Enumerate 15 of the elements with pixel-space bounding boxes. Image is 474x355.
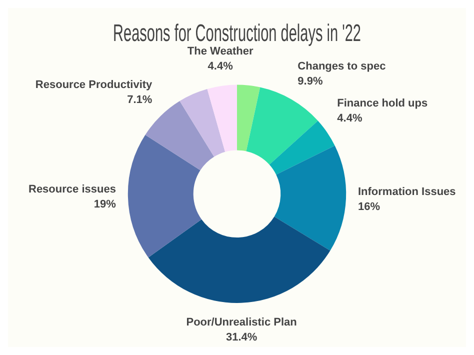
slice-label: Finance hold ups [337, 97, 428, 110]
data-label: 9.9% [298, 76, 323, 88]
slice-label: Information Issues [358, 186, 456, 198]
data-label: 16% [358, 200, 380, 213]
data-label: 19% [94, 198, 116, 210]
data-label: 4.4% [337, 112, 362, 124]
slice-label: Resource Productivity [35, 78, 154, 91]
slice-label: The Weather [187, 45, 254, 58]
data-label: 31.4% [226, 331, 258, 344]
data-label: 4.4% [208, 60, 234, 72]
slice-label: Poor/Unrealistic Plan [186, 316, 298, 328]
slice-label: Resource issues [28, 183, 116, 196]
chart-title: Reasons for Construction delays in '22 [113, 20, 361, 48]
slice-label: Changes to spec [298, 60, 386, 73]
data-label: 7.1% [127, 94, 152, 106]
